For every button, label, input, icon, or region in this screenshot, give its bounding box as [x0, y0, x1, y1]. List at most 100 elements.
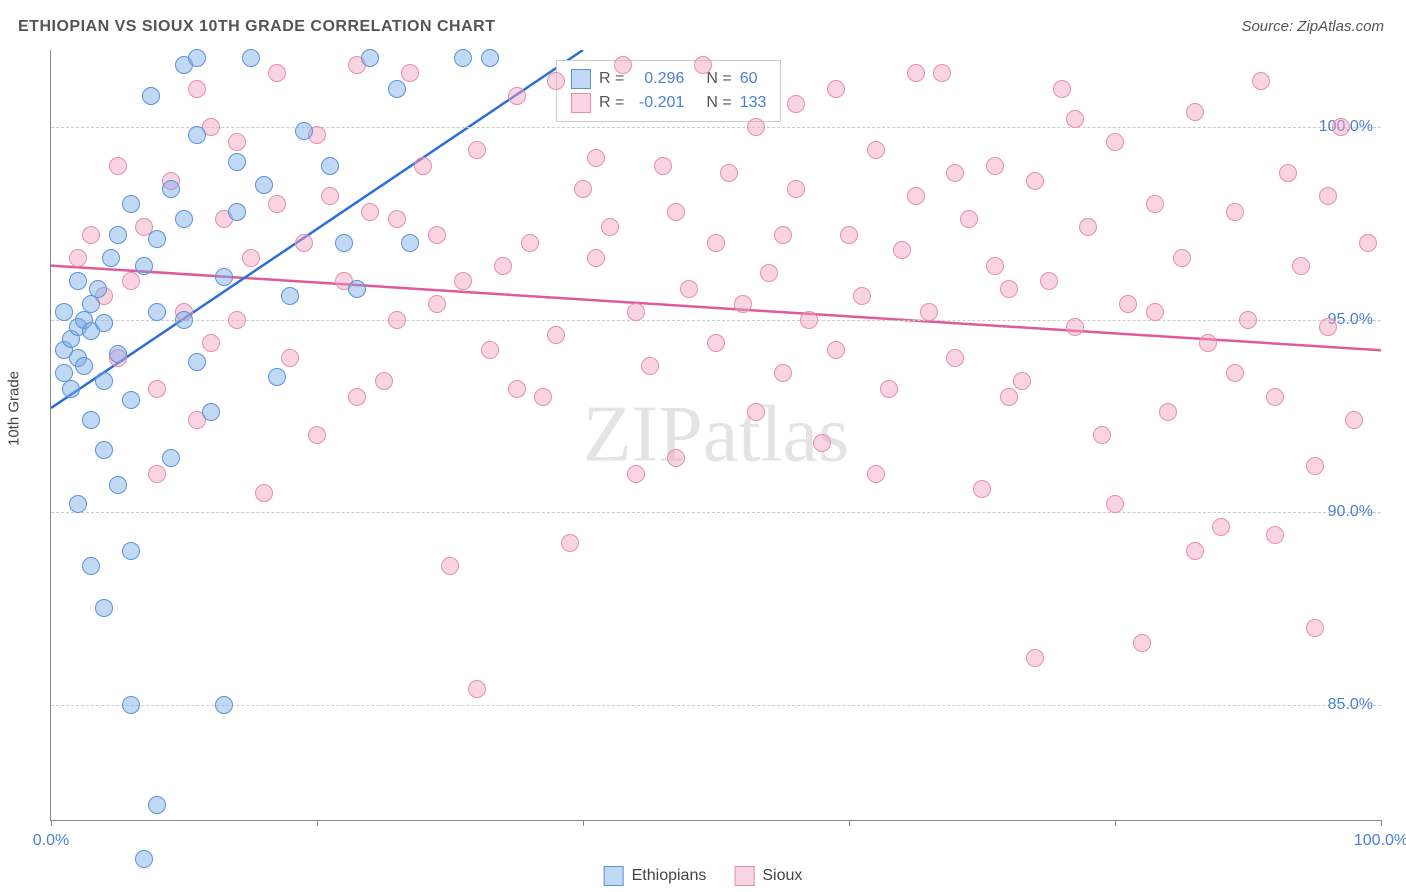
data-point	[1359, 234, 1377, 252]
data-point	[148, 796, 166, 814]
data-point	[109, 476, 127, 494]
data-point	[720, 164, 738, 182]
data-point	[348, 280, 366, 298]
gridline	[51, 127, 1381, 128]
data-point	[95, 441, 113, 459]
legend-swatch	[571, 93, 591, 113]
data-point	[1079, 218, 1097, 236]
data-point	[680, 280, 698, 298]
r-value: 0.296	[632, 70, 684, 88]
data-point	[228, 153, 246, 171]
data-point	[747, 118, 765, 136]
data-point	[95, 599, 113, 617]
data-point	[188, 126, 206, 144]
n-label: N =	[706, 94, 731, 112]
data-point	[82, 411, 100, 429]
data-point	[1186, 542, 1204, 560]
data-point	[388, 80, 406, 98]
data-point	[960, 210, 978, 228]
data-point	[707, 334, 725, 352]
data-point	[175, 311, 193, 329]
data-point	[1173, 249, 1191, 267]
r-value: -0.201	[632, 94, 684, 112]
data-point	[760, 264, 778, 282]
data-point	[255, 176, 273, 194]
legend-swatch	[734, 866, 754, 886]
data-point	[1239, 311, 1257, 329]
data-point	[388, 210, 406, 228]
data-point	[707, 234, 725, 252]
legend-label: Sioux	[762, 867, 802, 884]
data-point	[1279, 164, 1297, 182]
data-point	[1133, 634, 1151, 652]
data-point	[1146, 303, 1164, 321]
data-point	[774, 364, 792, 382]
data-point	[547, 72, 565, 90]
data-point	[428, 226, 446, 244]
data-point	[667, 203, 685, 221]
data-point	[1212, 518, 1230, 536]
data-point	[521, 234, 539, 252]
data-point	[188, 80, 206, 98]
data-point	[534, 388, 552, 406]
data-point	[481, 341, 499, 359]
data-point	[867, 141, 885, 159]
x-tick-label: 0.0%	[33, 832, 69, 850]
data-point	[228, 203, 246, 221]
data-point	[401, 234, 419, 252]
data-point	[109, 157, 127, 175]
data-point	[142, 87, 160, 105]
data-point	[1345, 411, 1363, 429]
data-point	[973, 480, 991, 498]
data-point	[1226, 364, 1244, 382]
data-point	[827, 341, 845, 359]
watermark: ZIPatlas	[583, 390, 850, 481]
data-point	[122, 195, 140, 213]
data-point	[468, 141, 486, 159]
data-point	[1226, 203, 1244, 221]
data-point	[1026, 649, 1044, 667]
legend-label: Ethiopians	[632, 867, 707, 884]
data-point	[348, 388, 366, 406]
data-point	[813, 434, 831, 452]
data-point	[1266, 526, 1284, 544]
data-point	[667, 449, 685, 467]
data-point	[1159, 403, 1177, 421]
gridline	[51, 705, 1381, 706]
data-point	[787, 180, 805, 198]
x-tick	[51, 820, 52, 826]
data-point	[188, 353, 206, 371]
data-point	[82, 557, 100, 575]
data-point	[255, 484, 273, 502]
data-point	[82, 226, 100, 244]
data-point	[1106, 495, 1124, 513]
y-axis-title: 10th Grade	[6, 371, 23, 446]
data-point	[1292, 257, 1310, 275]
gridline	[51, 512, 1381, 513]
data-point	[268, 368, 286, 386]
data-point	[414, 157, 432, 175]
legend-swatch	[571, 69, 591, 89]
data-point	[853, 287, 871, 305]
data-point	[242, 249, 260, 267]
data-point	[1186, 103, 1204, 121]
data-point	[122, 696, 140, 714]
data-point	[148, 465, 166, 483]
regression-line-blue	[51, 50, 583, 408]
data-point	[162, 180, 180, 198]
data-point	[215, 268, 233, 286]
data-point	[102, 249, 120, 267]
data-point	[1106, 133, 1124, 151]
data-point	[1306, 457, 1324, 475]
data-point	[654, 157, 672, 175]
data-point	[148, 303, 166, 321]
data-point	[82, 295, 100, 313]
series-legend: Ethiopians Sioux	[604, 866, 803, 886]
data-point	[55, 303, 73, 321]
data-point	[321, 157, 339, 175]
data-point	[69, 495, 87, 513]
data-point	[1013, 372, 1031, 390]
data-point	[587, 149, 605, 167]
data-point	[986, 157, 1004, 175]
data-point	[587, 249, 605, 267]
